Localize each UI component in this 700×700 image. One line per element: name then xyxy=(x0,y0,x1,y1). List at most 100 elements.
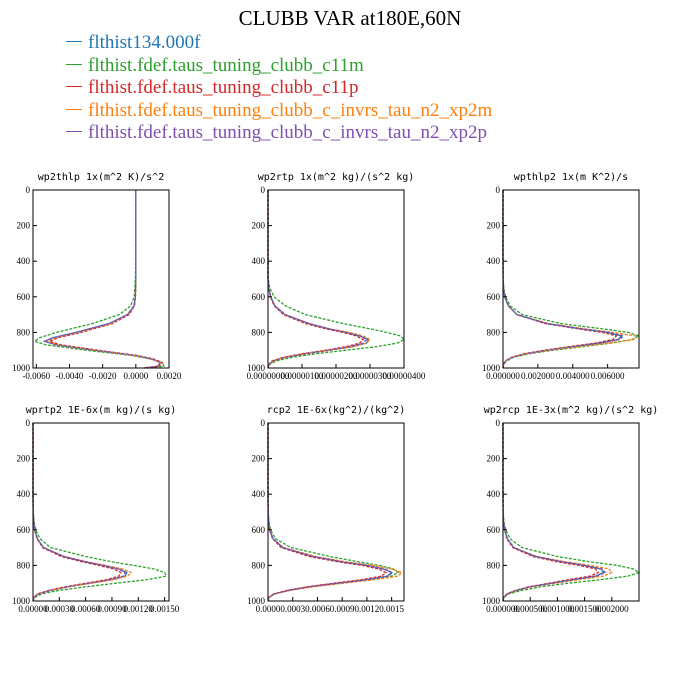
panel-title: wprtp2 1E-6x(m kg)/(s kg) xyxy=(26,405,177,416)
x-tick-label: 0.001500 xyxy=(568,604,602,614)
y-tick-label: 600 xyxy=(487,525,501,535)
y-tick-label: 1000 xyxy=(12,596,31,606)
series-line xyxy=(267,423,400,602)
series-line xyxy=(32,423,128,602)
legend-line-swatch xyxy=(66,131,82,133)
y-tick-label: 600 xyxy=(252,292,266,302)
x-tick-label: 0.00120 xyxy=(124,604,154,614)
series-line xyxy=(267,423,394,602)
legend-entry: flthist.fdef.taus_tuning_clubb_c11p xyxy=(66,77,492,100)
x-tick-label: 0.0012 xyxy=(355,604,380,614)
series-line xyxy=(502,190,618,369)
legend-line-swatch xyxy=(66,86,82,88)
x-tick-label: 0.00000200 xyxy=(315,371,358,381)
x-tick-label: 0.0009 xyxy=(330,604,355,614)
plot-frame xyxy=(502,422,640,602)
x-tick-label: 0.002000 xyxy=(595,604,629,614)
x-tick-label: 0.0003 xyxy=(280,604,305,614)
y-tick-label: 400 xyxy=(252,256,266,266)
y-tick-label: 600 xyxy=(17,525,31,535)
y-tick-label: 600 xyxy=(17,292,31,302)
x-tick-label: 0.000000 xyxy=(486,371,520,381)
legend-label: flthist134.000f xyxy=(88,32,201,53)
panel-title: wp2thlp 1x(m^2 K)/s^2 xyxy=(38,172,164,183)
x-tick-label: -0.0060 xyxy=(22,371,50,381)
y-tick-label: 200 xyxy=(252,454,266,464)
plot-frame xyxy=(267,189,405,369)
series-line xyxy=(47,190,164,369)
y-tick-label: 600 xyxy=(252,525,266,535)
y-tick-label: 1000 xyxy=(247,363,266,373)
legend-entry: flthist.fdef.taus_tuning_clubb_c11m xyxy=(66,55,492,78)
legend-entry: flthist134.000f xyxy=(66,32,492,55)
y-tick-label: 200 xyxy=(487,221,501,231)
y-tick-label: 0 xyxy=(26,185,31,195)
x-tick-label: 0.00000000 xyxy=(247,371,290,381)
series-line xyxy=(502,423,641,602)
x-tick-label: 0.00000300 xyxy=(349,371,392,381)
series-line xyxy=(267,423,403,602)
y-tick-label: 800 xyxy=(252,327,266,337)
y-tick-label: 0 xyxy=(496,185,501,195)
y-tick-label: 600 xyxy=(487,292,501,302)
series-line xyxy=(502,423,605,602)
series-line xyxy=(502,423,607,602)
x-tick-label: 0.000000 xyxy=(486,604,520,614)
y-tick-label: 0 xyxy=(261,418,266,428)
y-tick-label: 1000 xyxy=(12,363,31,373)
series-line xyxy=(32,423,133,602)
series-line xyxy=(32,423,126,602)
legend: flthist134.000f flthist.fdef.taus_tuning_… xyxy=(66,32,492,145)
y-tick-label: 400 xyxy=(17,256,31,266)
y-tick-label: 0 xyxy=(261,185,266,195)
y-tick-label: 800 xyxy=(487,327,501,337)
chart-panel: wp2thlp 1x(m^2 K)/s^202004006008001000-0… xyxy=(12,172,182,381)
y-tick-label: 800 xyxy=(487,560,501,570)
x-tick-label: 0.0000 xyxy=(123,371,148,381)
series-line xyxy=(267,190,365,369)
series-line xyxy=(267,423,393,602)
x-tick-label: 0.0020 xyxy=(157,371,182,381)
chart-panel: wprtp2 1E-6x(m kg)/(s kg) 0 200 400 600 800 10… xyxy=(12,405,180,614)
series-line xyxy=(502,190,641,369)
series-line xyxy=(267,190,406,369)
x-tick-label: 0.00060 xyxy=(71,604,101,614)
legend-label: flthist.fdef.taus_tuning_clubb_c11m xyxy=(88,54,364,76)
legend-entry: flthist.fdef.taus_tuning_clubb_c_invrs_t… xyxy=(66,100,492,123)
panel-title: rcp2 1E-6x(kg^2)/(kg^2) xyxy=(267,405,405,416)
plot-frame xyxy=(32,189,170,369)
y-tick-label: 400 xyxy=(252,489,266,499)
x-tick-label: 0.00030 xyxy=(45,604,75,614)
panel-title: wp2rcp 1E-3x(m^2 kg)/(s^2 kg) xyxy=(484,405,659,416)
series-line xyxy=(32,423,122,602)
x-tick-label: 0.001000 xyxy=(541,604,575,614)
x-tick-label: 0.00000100 xyxy=(281,371,324,381)
series-line xyxy=(267,423,388,602)
series-line xyxy=(267,190,368,369)
x-tick-label: 0.0015 xyxy=(379,604,404,614)
legend-label: flthist.fdef.taus_tuning_clubb_c11p xyxy=(88,77,359,98)
x-tick-label: 0.00000400 xyxy=(383,371,426,381)
panel-title: wpthlp2 1x(m K^2)/s xyxy=(514,172,628,183)
x-tick-label: 0.0000 xyxy=(256,604,281,614)
plot-frame xyxy=(32,422,170,602)
series-line xyxy=(502,423,613,602)
y-tick-label: 1000 xyxy=(482,596,501,606)
chart-panel: rcp2 1E-6x(kg^2)/(kg^2)0 200 400 600 800 1000… xyxy=(247,405,405,614)
series-line xyxy=(502,423,600,602)
legend-label: flthist.fdef.taus_tuning_clubb_c_invrs_t… xyxy=(88,122,487,143)
y-tick-label: 0 xyxy=(26,418,31,428)
y-tick-label: 400 xyxy=(487,489,501,499)
y-tick-label: 200 xyxy=(17,454,31,464)
panel-title: wp2rtp 1x(m^2 kg)/(s^2 kg) xyxy=(258,172,415,183)
y-tick-label: 200 xyxy=(17,221,31,231)
legend-line-swatch xyxy=(66,63,82,65)
y-tick-label: 400 xyxy=(17,489,31,499)
plot-frame xyxy=(502,189,640,369)
x-tick-label: 0.00150 xyxy=(150,604,180,614)
legend-entry: flthist.fdef.taus_tuning_clubb_c_invrs_t… xyxy=(66,122,492,145)
series-line xyxy=(32,423,168,602)
series-line xyxy=(267,190,372,369)
legend-line-swatch xyxy=(66,108,82,110)
